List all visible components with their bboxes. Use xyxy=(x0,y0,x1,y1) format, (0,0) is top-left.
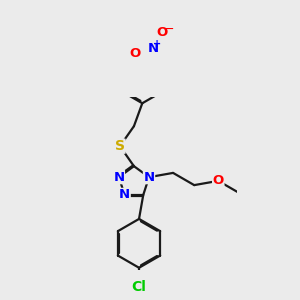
Text: N: N xyxy=(148,42,159,55)
Text: N: N xyxy=(113,171,124,184)
Text: N: N xyxy=(143,171,155,184)
Text: +: + xyxy=(153,38,161,49)
Text: O: O xyxy=(213,174,224,188)
Text: O: O xyxy=(130,47,141,60)
Text: Cl: Cl xyxy=(132,280,146,294)
Text: −: − xyxy=(164,22,174,35)
Text: N: N xyxy=(119,188,130,201)
Text: O: O xyxy=(157,26,168,39)
Text: S: S xyxy=(115,139,125,153)
